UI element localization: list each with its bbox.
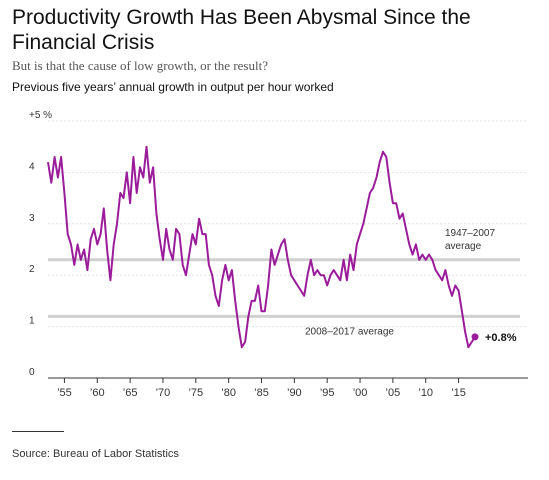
x-tick-label: ’70 — [156, 387, 171, 399]
y-tick-label: +5 % — [29, 110, 52, 121]
y-axis-tick-labels: 0 1 2 3 4 +5 % — [29, 110, 52, 378]
chart-title: Productivity Growth Has Been Abysmal Sin… — [12, 6, 471, 54]
x-axis: ’55 ’60 ’65 ’70 ’75 ’80 ’85 ’90 ’95 ’00 ’05 ’10 ’15 — [57, 378, 466, 399]
chart-subtitle: But is that the cause of low growth, or … — [12, 58, 268, 73]
series-line — [47, 145, 476, 349]
x-tick-label: ’55 — [57, 387, 72, 399]
x-tick-label: ’05 — [386, 387, 401, 399]
end-point-marker — [471, 333, 479, 341]
x-tick-label: ’15 — [451, 387, 466, 399]
end-value-label: +0.8% — [485, 332, 517, 344]
line-chart: 1947–2007 average 2008–2017 average 0 1 2 3 4 +… — [29, 110, 528, 399]
y-tick-label: 2 — [29, 264, 35, 275]
reference-line-label: 1947–2007 — [445, 228, 495, 239]
x-tick-label: ’60 — [90, 387, 105, 399]
x-tick-label: ’90 — [287, 387, 302, 399]
x-tick-label: ’65 — [123, 387, 138, 399]
x-tick-label: ’85 — [254, 387, 269, 399]
y-tick-label: 1 — [29, 316, 35, 327]
y-tick-label: 0 — [29, 367, 35, 378]
x-tick-label: ’75 — [188, 387, 203, 399]
source-note: Source: Bureau of Labor Statistics — [12, 448, 179, 460]
chart-label: Previous five years’ annual growth in ou… — [12, 80, 334, 94]
reference-lines: 1947–2007 average 2008–2017 average — [48, 228, 520, 337]
x-tick-label: ’80 — [221, 387, 236, 399]
series-layer — [47, 145, 476, 349]
reference-line-label: 2008–2017 average — [305, 326, 394, 337]
chart-gridlines — [48, 120, 528, 379]
x-tick-label: ’10 — [418, 387, 433, 399]
source-divider — [12, 431, 64, 432]
reference-line-label: average — [445, 241, 482, 252]
y-tick-label: 4 — [29, 161, 35, 172]
x-tick-label: ’00 — [353, 387, 368, 399]
x-tick-label: ’95 — [320, 387, 335, 399]
y-tick-label: 3 — [29, 213, 35, 224]
end-annotation: +0.8% — [471, 332, 517, 344]
